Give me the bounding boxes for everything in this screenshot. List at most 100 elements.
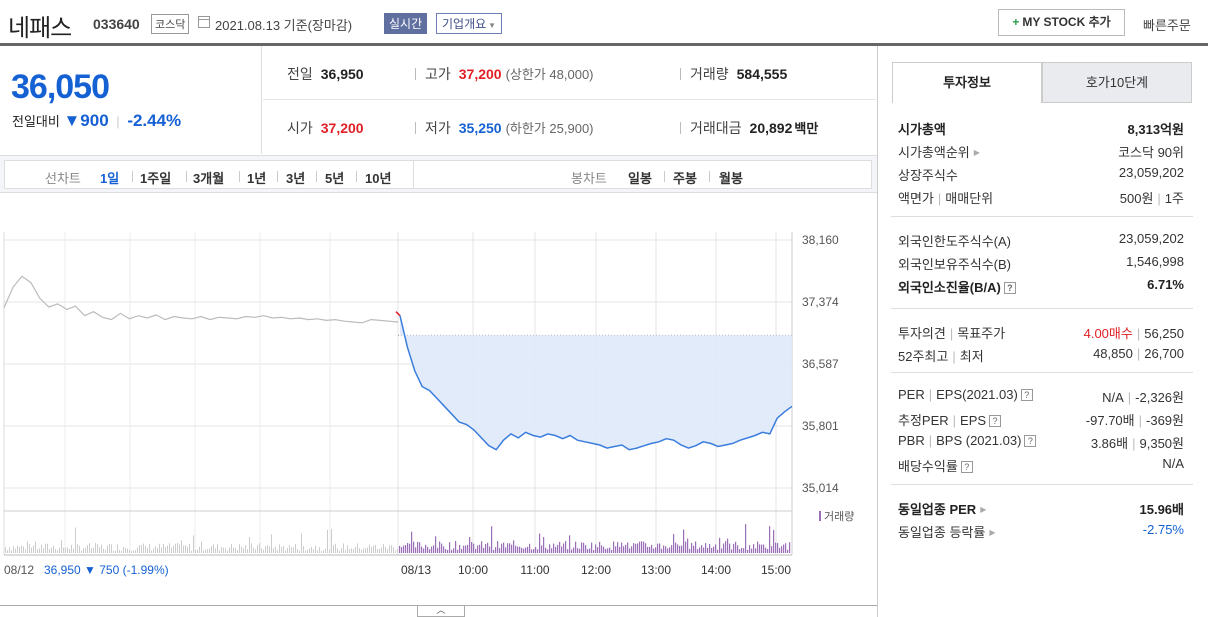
volume-bar xyxy=(403,545,405,553)
info-value: N/A | -2,326원 xyxy=(1102,387,1184,406)
volume-bar xyxy=(217,543,218,553)
help-icon[interactable]: ? xyxy=(960,461,973,473)
info-row: 시가총액 8,313억원 xyxy=(898,116,1184,139)
tab-1week[interactable]: 1주일 xyxy=(140,171,172,186)
volume-bar xyxy=(463,545,465,553)
realtime-button[interactable]: 실시간 xyxy=(384,13,428,34)
quick-order-link[interactable]: 빠른주문 xyxy=(1143,18,1191,33)
info-key: 상장주식수 xyxy=(898,165,958,184)
volume-bar xyxy=(293,547,294,553)
help-icon[interactable]: ? xyxy=(989,415,1002,427)
tab-weekly[interactable]: 주봉 xyxy=(673,171,697,186)
volume-bar xyxy=(309,548,310,553)
info-key[interactable]: 동일업종 등락률 ▶ xyxy=(898,522,996,541)
volume-bar xyxy=(553,543,555,553)
info-row: 추정PER | EPS? -97.70배 | -369원 xyxy=(898,407,1184,430)
info-value: 23,059,202 xyxy=(1119,165,1184,180)
tab-5year[interactable]: 5년 xyxy=(325,171,345,186)
volume-bar xyxy=(193,535,194,553)
tab-1year[interactable]: 1년 xyxy=(247,171,267,186)
volume-bar xyxy=(631,546,633,553)
volume-legend-swatch xyxy=(819,511,821,521)
volume-bar xyxy=(599,541,601,553)
y-tick-label: 35,014 xyxy=(802,481,839,495)
volume-bar xyxy=(129,549,130,553)
line-chart-tabs: 선차트 1일 1주일 3개월 1년 3년 5년 10년 xyxy=(4,160,414,189)
volume-bar xyxy=(561,546,563,553)
help-icon[interactable]: ? xyxy=(1020,389,1033,401)
volume-bar xyxy=(355,546,356,553)
tab-3year[interactable]: 3년 xyxy=(286,171,306,186)
tab-1day[interactable]: 1일 xyxy=(100,171,120,186)
info-key[interactable]: 동일업종 PER ▶ xyxy=(898,499,986,518)
volume-bar xyxy=(535,547,537,553)
divider xyxy=(891,216,1193,217)
volume-bar xyxy=(149,543,150,553)
volume-bar xyxy=(477,545,479,553)
volume-bar xyxy=(775,542,777,553)
volume-bar xyxy=(227,550,228,553)
info-value-part: 500원 xyxy=(1119,191,1154,206)
volume-bar xyxy=(231,543,232,553)
volume-bar xyxy=(603,546,605,553)
company-overview-dropdown[interactable]: 기업개요 ▼ xyxy=(436,13,503,34)
volume-bar xyxy=(271,534,272,553)
my-stock-add-button[interactable]: + MY STOCK 추가 xyxy=(998,9,1125,36)
divider xyxy=(316,171,317,182)
help-icon[interactable]: ? xyxy=(1024,435,1037,447)
tab-invest-info[interactable]: 투자정보 xyxy=(892,62,1042,103)
stock-code: 033640 xyxy=(93,16,140,32)
volume-bar xyxy=(125,548,126,553)
volume-bar xyxy=(449,542,451,553)
divider xyxy=(664,171,665,182)
collapse-toggle-button[interactable]: ︿ xyxy=(417,606,465,617)
info-value-part: 23,059,202 xyxy=(1118,231,1184,246)
volume-bar xyxy=(313,549,314,553)
volume-bar xyxy=(233,547,234,553)
help-icon[interactable]: ? xyxy=(1003,282,1016,294)
volume-bar xyxy=(517,546,519,553)
open-cell: 시가 37,200 xyxy=(287,118,364,138)
volume-bar xyxy=(265,546,266,553)
chevron-down-icon: ▼ xyxy=(488,21,497,30)
volume-bar xyxy=(31,547,32,553)
volume-bar xyxy=(17,545,18,553)
volume-bar xyxy=(275,546,276,553)
volume-bar xyxy=(379,548,380,553)
info-key[interactable]: 시가총액순위 ▶ xyxy=(898,142,980,161)
tab-3month[interactable]: 3개월 xyxy=(193,171,225,186)
tab-hoga-10[interactable]: 호가10단계 xyxy=(1042,62,1192,103)
tab-10year[interactable]: 10년 xyxy=(365,171,392,186)
volume-value: 584,555 xyxy=(736,66,788,82)
volume-bar xyxy=(559,541,561,553)
volume-bar xyxy=(639,541,641,553)
volume-bar xyxy=(153,548,154,553)
volume-bar xyxy=(171,547,172,553)
volume-bar xyxy=(523,548,525,553)
tab-daily[interactable]: 일봉 xyxy=(628,171,652,186)
info-key-label: 추정PER xyxy=(898,413,949,428)
volume-bar xyxy=(755,548,757,553)
info-value: N/A xyxy=(1162,456,1184,471)
volume-bar xyxy=(353,548,354,553)
volume-bar xyxy=(49,549,50,553)
volume-bar xyxy=(443,546,445,553)
volume-bar xyxy=(177,543,178,553)
volume-bar xyxy=(383,544,384,553)
tab-monthly[interactable]: 월봉 xyxy=(719,171,743,186)
volume-bar xyxy=(399,545,401,553)
volume-bar xyxy=(269,546,270,553)
volume-bar xyxy=(453,548,455,553)
volume-bar xyxy=(445,549,447,553)
volume-bar xyxy=(127,548,128,553)
volume-bar xyxy=(633,543,635,553)
volume-bar xyxy=(365,548,366,553)
info-row: 외국인한도주식수(A) 23,059,202 xyxy=(898,228,1184,251)
volume-bar xyxy=(397,548,398,553)
volume-bar xyxy=(295,543,296,553)
volume-bar xyxy=(247,549,248,553)
volume-bar xyxy=(441,543,443,553)
volume-bar xyxy=(61,539,62,553)
volume-bar xyxy=(409,543,411,553)
divider xyxy=(277,171,278,182)
